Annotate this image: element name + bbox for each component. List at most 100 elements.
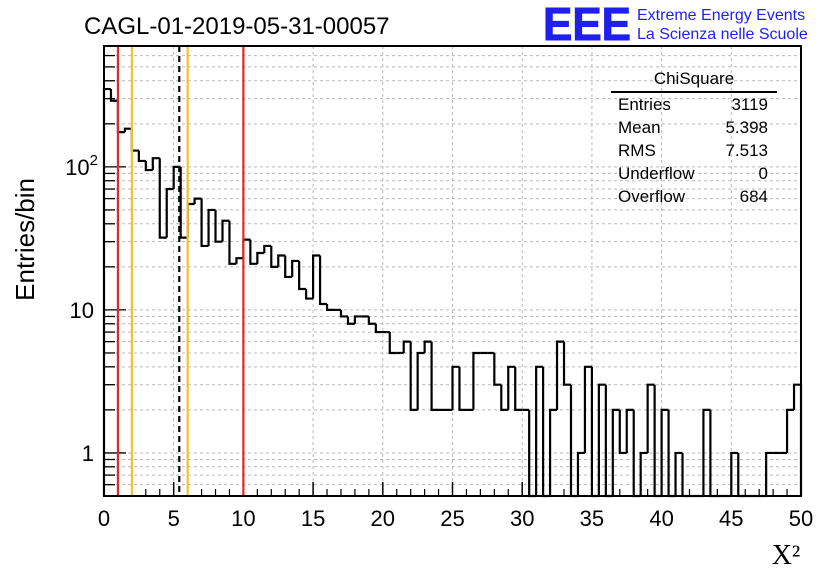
histogram-bin: [625, 408, 634, 453]
stats-label-rms: RMS: [618, 141, 656, 160]
histogram-bin: [277, 254, 286, 267]
x-tick-labels: 0 5 10 15 20 25 30 35 40 45 50: [98, 506, 813, 531]
histogram-bin: [507, 365, 516, 410]
histogram-bin: [200, 198, 209, 248]
histogram-bin: [374, 323, 383, 334]
histogram-bin: [562, 341, 571, 386]
histogram-bin: [123, 127, 132, 133]
x-tick-label: 10: [231, 506, 255, 531]
x-tick-label: 20: [371, 506, 395, 531]
eee-logo-line1: Extreme Energy Events: [637, 7, 805, 24]
x-tick-label: 40: [649, 506, 673, 531]
histogram-bin: [284, 255, 293, 279]
histogram-bin: [235, 257, 244, 264]
histogram-bin: [416, 351, 425, 410]
stats-value-underflow: 0: [759, 164, 768, 183]
y-tick-label-base: 10: [65, 155, 89, 180]
histogram-bin: [514, 366, 523, 411]
stats-box: ChiSquare Entries 3119 Mean 5.398 RMS 7.…: [611, 69, 777, 206]
y-tick-label: 102: [65, 152, 98, 180]
histogram-bin: [137, 150, 146, 163]
histogram-bin: [158, 158, 167, 239]
histogram-bin: [597, 383, 606, 496]
x-tick-label: 50: [789, 506, 813, 531]
marker-lines: [116, 46, 245, 496]
histogram-bin: [353, 315, 362, 324]
histogram-bin: [660, 408, 669, 496]
histogram-bin: [270, 245, 279, 268]
histogram-bin: [409, 341, 418, 411]
histogram-bin: [325, 303, 335, 312]
eee-logo-mark: EEE: [543, 0, 631, 50]
histogram-bin: [493, 352, 502, 386]
stats-label-entries: Entries: [618, 95, 671, 114]
histogram-bin: [193, 197, 202, 205]
histogram-bin: [576, 451, 585, 496]
x-tick-label: 30: [510, 506, 534, 531]
y-axis-title: Entries/bin: [10, 178, 40, 301]
histogram-bin: [151, 157, 160, 171]
stats-label-overflow: Overflow: [618, 187, 686, 206]
histogram-bin: [346, 316, 355, 325]
histogram-bin: [179, 166, 188, 239]
histogram-bin: [730, 451, 739, 496]
stats-label-underflow: Underflow: [618, 164, 695, 183]
plot-frame: [103, 45, 802, 497]
histogram-bin: [639, 451, 648, 496]
histogram-bin: [785, 408, 795, 453]
histogram-bin: [472, 351, 481, 410]
histogram-bin: [367, 316, 376, 325]
histogram-bin: [214, 209, 223, 243]
histogram-bin: [583, 365, 592, 453]
stats-value-mean: 5.398: [725, 118, 768, 137]
histogram-bin: [451, 365, 460, 410]
histogram-bin: [291, 259, 300, 277]
x-tick-label: 45: [719, 506, 743, 531]
histogram-bin: [249, 239, 258, 265]
stats-value-rms: 7.513: [725, 141, 768, 160]
stats-row: Entries 3119: [618, 95, 768, 114]
histogram-bin: [548, 408, 558, 496]
histogram-bin: [618, 409, 627, 455]
histogram-bin: [423, 340, 432, 353]
histogram-bin: [339, 309, 348, 318]
histogram-bin: [263, 244, 272, 253]
stats-value-entries: 3119: [731, 95, 768, 114]
histogram-bin: [144, 160, 153, 172]
histogram-bin: [535, 365, 544, 496]
histogram-bin: [402, 340, 411, 353]
histogram-bin: [207, 208, 216, 246]
histogram-bin: [702, 408, 711, 496]
y-tick-label-exponent: 2: [90, 152, 98, 169]
x-tick-label: 15: [301, 506, 325, 531]
eee-logo-line2: La Scienza nelle Scuole: [637, 26, 808, 43]
histogram-bin: [221, 219, 230, 242]
histogram-bin: [458, 366, 467, 411]
stats-row: Underflow 0: [618, 164, 768, 183]
y-tick-label: 10: [70, 298, 94, 323]
x-tick-label: 35: [580, 506, 604, 531]
x-tick-label: 5: [168, 506, 180, 531]
x-tick-label: 0: [98, 506, 110, 531]
x-axis-title-text: X²: [772, 540, 801, 571]
y-tick-label: 1: [82, 441, 94, 466]
histogram-bin: [611, 408, 620, 496]
stats-value-overflow: 684: [740, 187, 768, 206]
stats-row: Overflow 684: [618, 187, 768, 206]
histogram-bin: [312, 254, 321, 299]
histogram-bin: [646, 383, 655, 453]
histogram-bin: [765, 451, 774, 496]
histogram-bin: [430, 341, 439, 411]
stats-row: RMS 7.513: [618, 141, 768, 160]
histogram-bin: [256, 251, 265, 264]
histogram-bin: [500, 384, 509, 411]
histogram-bin: [674, 451, 683, 496]
histogram-bin: [109, 89, 118, 102]
histogram-bin: [298, 260, 307, 291]
histogram-bin: [228, 220, 237, 265]
histogram-bin: [555, 340, 565, 410]
stats-row: Mean 5.398: [618, 118, 768, 137]
